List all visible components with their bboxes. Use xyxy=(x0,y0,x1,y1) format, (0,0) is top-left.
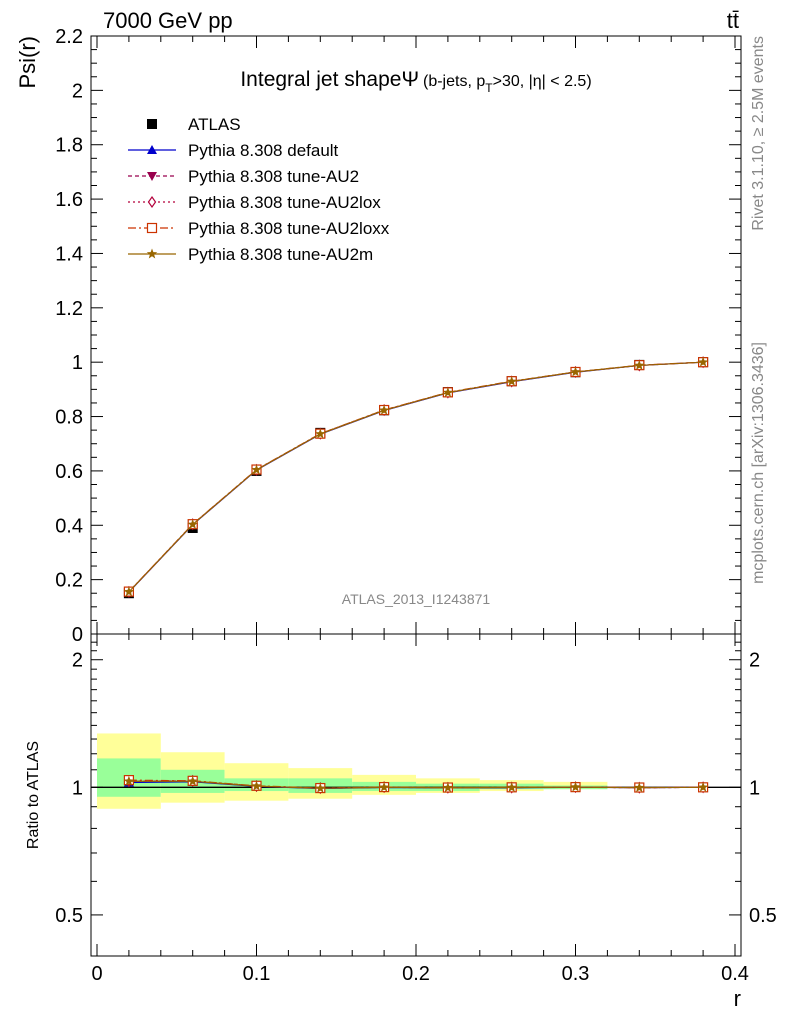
ratio-y-tick-label: 2 xyxy=(72,650,83,672)
legend-label-2: Pythia 8.308 tune-AU2lox xyxy=(188,193,381,212)
series-point-4 xyxy=(315,428,326,439)
legend-marker-atlas xyxy=(147,119,157,129)
series-point-4 xyxy=(506,375,517,386)
mcplots-label: mcplots.cern.ch [arXiv:1306.3436] xyxy=(750,342,767,584)
legend-marker-4 xyxy=(146,248,158,259)
ratio-point-4 xyxy=(634,782,645,793)
ratio-point-4 xyxy=(378,781,390,792)
rivet-label: Rivet 3.1.10, ≥ 2.5M events xyxy=(750,36,767,231)
chart-title: Integral jet shapeΨ (b-jets, pT>30, |η| <… xyxy=(240,68,591,95)
x-tick-label: 0.4 xyxy=(721,963,749,985)
ratio-y-axis-label: Ratio to ATLAS xyxy=(25,741,42,849)
series-line-3 xyxy=(128,361,704,593)
series-line-2 xyxy=(128,361,704,593)
ratio-series-layer xyxy=(123,774,709,795)
process-label: tt̄ xyxy=(727,8,739,33)
y-tick-label: 0.6 xyxy=(55,461,83,483)
ratio-point-4 xyxy=(697,781,709,792)
ratio-y-tick-label-right: 2 xyxy=(749,650,760,672)
ratio-point-4 xyxy=(442,782,454,793)
y-axis-label: Psi(r) xyxy=(15,36,40,89)
legend-label-3: Pythia 8.308 tune-AU2loxx xyxy=(188,219,390,238)
series-line-0 xyxy=(128,361,704,593)
legend-label-atlas: ATLAS xyxy=(188,115,241,134)
ratio-point-4 xyxy=(251,780,262,791)
series-line-1 xyxy=(128,361,704,593)
y-tick-label: 0.4 xyxy=(55,515,83,537)
series-point-4 xyxy=(570,366,581,377)
ratio-y-tick-label-right: 1 xyxy=(749,777,760,799)
series-point-4 xyxy=(187,518,198,529)
legend-label-1: Pythia 8.308 tune-AU2 xyxy=(188,167,359,186)
x-tick-label: 0 xyxy=(91,963,102,985)
axes-layer: 0 0.2 0.4 0.6 0.8 1 1.2 1.4 1.6 1.8 2 2.2 0.5 0.5 1 1 2 2… xyxy=(55,26,777,985)
y-tick-label: 2.2 xyxy=(55,26,83,48)
y-tick-label: 0.2 xyxy=(55,570,83,592)
ratio-point-4 xyxy=(315,782,326,793)
x-tick-label: 0.2 xyxy=(402,963,430,985)
legend-marker-0 xyxy=(147,145,157,154)
y-tick-label: 0.8 xyxy=(55,407,83,429)
x-axis-label: r xyxy=(734,986,741,1011)
y-tick-label: 1.6 xyxy=(55,189,83,211)
analysis-watermark: ATLAS_2013_I1243871 xyxy=(342,591,491,607)
series-point-4 xyxy=(123,586,135,597)
legend-marker-2 xyxy=(147,195,157,209)
y-tick-label: 0 xyxy=(72,624,83,646)
legend-marker-1 xyxy=(147,172,157,181)
ratio-y-tick-label: 1 xyxy=(72,777,83,799)
chart-title-subscript: T xyxy=(485,81,493,95)
y-tick-label: 1.4 xyxy=(55,243,83,265)
y-tick-label: 1 xyxy=(72,352,83,374)
energy-label: 7000 GeV pp xyxy=(103,8,233,33)
series-point-4 xyxy=(251,464,262,475)
series-point-4 xyxy=(634,359,645,370)
x-tick-label: 0.3 xyxy=(562,963,590,985)
ratio-uncertainty-bands xyxy=(97,733,608,809)
chart-title-pre: (b-jets, p xyxy=(423,73,485,90)
y-tick-label: 1.2 xyxy=(55,298,83,320)
y-tick-label: 2 xyxy=(72,80,83,102)
legend-label-0: Pythia 8.308 default xyxy=(188,141,339,160)
ratio-y-tick-label-right: 0.5 xyxy=(749,905,777,927)
legend-marker-3 xyxy=(146,222,158,234)
main-series-layer xyxy=(123,356,709,599)
ratio-point-4 xyxy=(570,781,581,792)
series-point-4 xyxy=(378,404,390,415)
chart-title-main: Integral jet shapeΨ xyxy=(240,68,419,91)
legend: ATLAS Pythia 8.308 default Pythia 8.308 tu… xyxy=(128,115,390,264)
ratio-point-4 xyxy=(123,775,135,786)
ratio-y-tick-label: 0.5 xyxy=(55,905,83,927)
series-point-4 xyxy=(442,387,454,398)
y-tick-label: 1.8 xyxy=(55,135,83,157)
ratio-point-4 xyxy=(187,775,198,786)
x-tick-label: 0.1 xyxy=(243,963,271,985)
chart-title-post: >30, |η| < 2.5) xyxy=(493,73,592,90)
ratio-line-4 xyxy=(128,780,704,789)
series-point-4 xyxy=(697,356,709,367)
series-line-4 xyxy=(128,361,704,593)
legend-label-4: Pythia 8.308 tune-AU2m xyxy=(188,245,373,264)
ratio-point-4 xyxy=(506,782,517,792)
